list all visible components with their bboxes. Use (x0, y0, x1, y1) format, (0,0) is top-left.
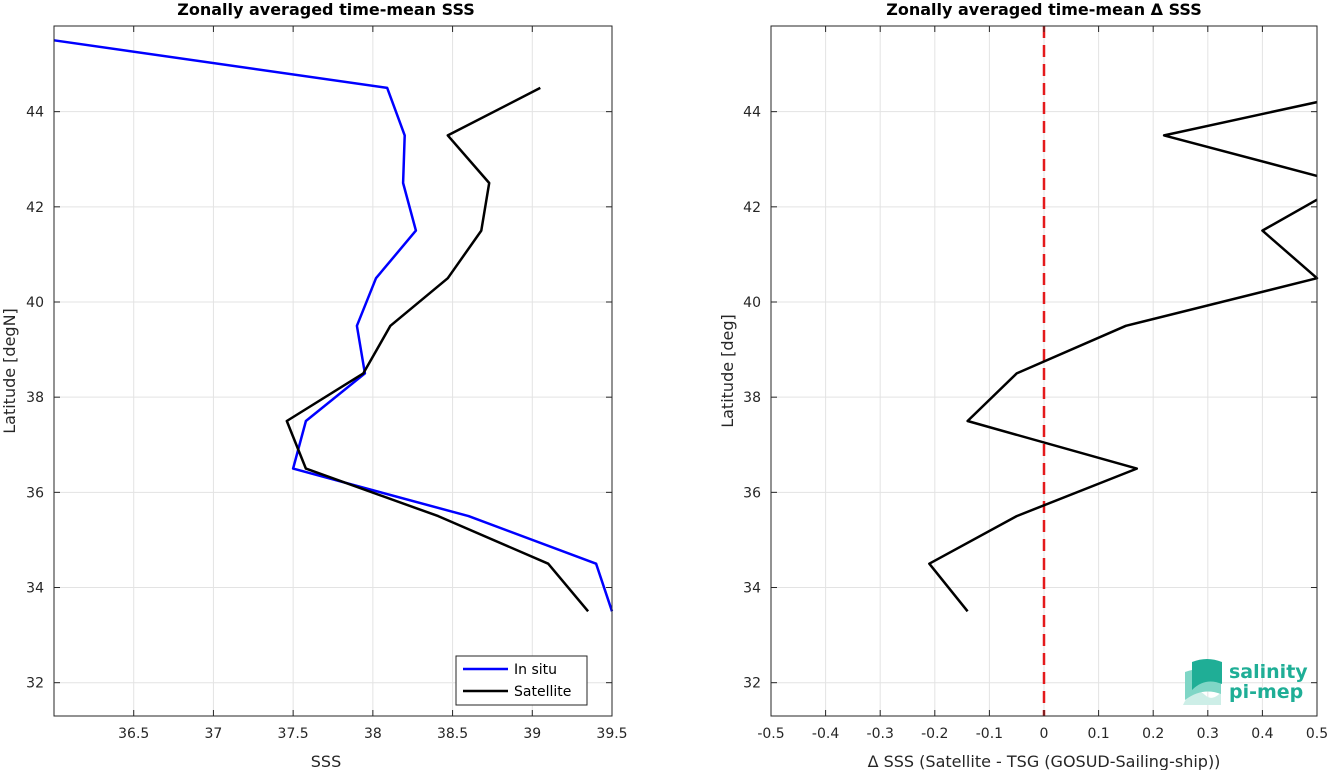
left-chart-title: Zonally averaged time-mean SSS (177, 0, 475, 19)
left-y-tick-label-42: 42 (26, 200, 44, 216)
legend: In situ Satellite (455, 655, 588, 706)
right-x-tick-label-0-4: 0.4 (1251, 726, 1273, 742)
right-x-tick-label-0-3: -0.3 (867, 726, 894, 742)
legend-entry-in-situ: In situ (514, 662, 557, 678)
left-x-tick-label-37-5: 37.5 (278, 726, 309, 742)
right-x-tick-label-0-4: -0.4 (812, 726, 839, 742)
left-y-tick-label-34: 34 (26, 581, 44, 597)
right-y-tick-label-40: 40 (743, 295, 761, 311)
left-ticks: 36.5 37 37.5 38 38.5 39 39.5 32 34 36 38 40 42 44 (26, 26, 628, 742)
right-y-axis-label: Latitude [deg] (718, 314, 737, 428)
left-x-tick-label-39-5: 39.5 (596, 726, 627, 742)
left-series-line-in-situ (53, 39, 614, 612)
right-x-tick-label-0: 0 (1040, 726, 1049, 742)
left-y-tick-label-38: 38 (26, 390, 44, 406)
right-y-tick-label-44: 44 (743, 105, 761, 121)
right-y-tick-label-32: 32 (743, 676, 761, 692)
right-x-axis-label: Δ SSS (Satellite - TSG (GOSUD-Sailing-sh… (868, 752, 1221, 770)
left-series (53, 39, 614, 613)
left-y-tick-label-40: 40 (26, 295, 44, 311)
left-grid (54, 26, 613, 716)
right-y-tick-label-34: 34 (743, 581, 761, 597)
left-y-tick-label-36: 36 (26, 485, 44, 501)
right-chart-title: Zonally averaged time-mean Δ SSS (886, 0, 1202, 19)
right-x-tick-label-0-5: -0.5 (757, 726, 784, 742)
right-x-tick-label-0-2: -0.2 (921, 726, 948, 742)
left-x-tick-label-39: 39 (523, 726, 541, 742)
right-x-tick-label-0-1: 0.1 (1087, 726, 1109, 742)
left-axes-box (53, 25, 613, 717)
left-panel: 36.5 37 37.5 38 38.5 39 39.5 32 34 36 38 40 42 44 Zon… (0, 0, 628, 770)
right-y-tick-label-36: 36 (743, 485, 761, 501)
left-x-tick-label-36-5: 36.5 (118, 726, 149, 742)
left-x-tick-label-38: 38 (364, 726, 382, 742)
left-y-tick-label-44: 44 (26, 105, 44, 121)
logo-wave-dark (1192, 659, 1222, 690)
left-y-tick-label-32: 32 (26, 676, 44, 692)
left-series-line-satellite (285, 86, 590, 613)
right-x-tick-label-0-5: 0.5 (1306, 726, 1328, 742)
legend-box (455, 655, 588, 706)
left-plot-area (54, 26, 612, 716)
left-x-tick-label-37: 37 (205, 726, 223, 742)
right-panel: -0.5 -0.4 -0.3 -0.2 -0.1 0 0.1 0.2 0.3 0.4 0.5 32 34… (718, 0, 1328, 770)
right-series (928, 100, 1319, 613)
logo-text-pi-mep: pi-mep (1229, 681, 1303, 703)
left-x-tick-label-38-5: 38.5 (437, 726, 468, 742)
left-y-axis-label: Latitude [degN] (0, 308, 19, 434)
right-y-tick-label-42: 42 (743, 200, 761, 216)
salinity-pi-mep-logo: salinity pi-mep (1183, 659, 1308, 705)
right-x-tick-label-0-3: 0.3 (1197, 726, 1219, 742)
left-x-axis-label: SSS (311, 752, 341, 770)
right-series-line-delta-sss (928, 100, 1319, 613)
right-y-tick-label-38: 38 (743, 390, 761, 406)
right-x-tick-label-0-1: -0.1 (976, 726, 1003, 742)
right-ticks: -0.5 -0.4 -0.3 -0.2 -0.1 0 0.1 0.2 0.3 0.4 0.5 32 34… (743, 26, 1328, 742)
right-x-tick-label-0-2: 0.2 (1142, 726, 1164, 742)
logo-text-salinity: salinity (1229, 661, 1308, 683)
legend-entry-satellite: Satellite (514, 684, 571, 700)
